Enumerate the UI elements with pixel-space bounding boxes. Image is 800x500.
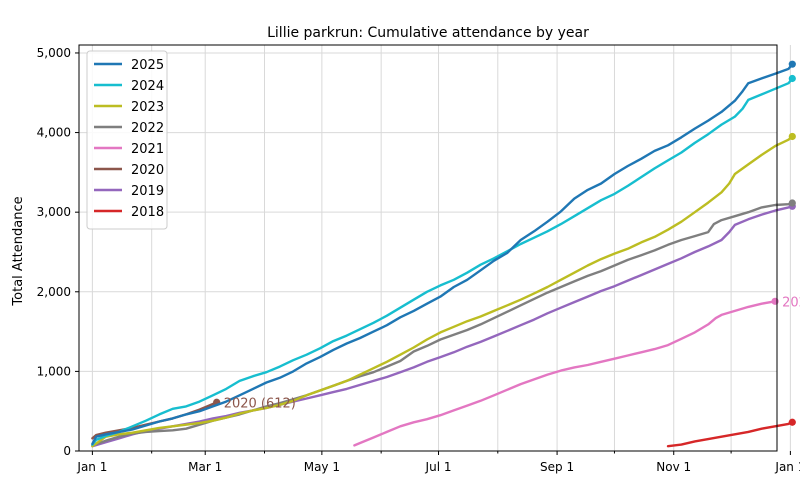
series-line-2023 bbox=[91, 135, 794, 448]
axes-layer bbox=[78, 44, 778, 452]
legend: 2025 2024 2023 2022 2021 2020 2019 2018 bbox=[86, 50, 168, 230]
x-tick-label: Jan 1 bbox=[76, 460, 107, 474]
y-tick-label: 2,000 bbox=[37, 285, 71, 299]
x-tick-label: Jan 1 bbox=[774, 460, 800, 474]
series-end-point-2021 bbox=[771, 297, 779, 305]
x-tick-label: Jul 1 bbox=[425, 460, 452, 474]
end-label-2020: 2020 (612) bbox=[224, 396, 296, 411]
series-end-point-2022 bbox=[788, 199, 796, 207]
series-end-point-2023 bbox=[788, 132, 796, 141]
x-tick-label: Sep 1 bbox=[540, 460, 574, 474]
legend-label-2025: 2025 bbox=[131, 58, 164, 73]
y-tick-label: 3,000 bbox=[37, 205, 71, 219]
y-tick-label: 0 bbox=[63, 444, 71, 458]
y-tick-label: 4,000 bbox=[37, 126, 71, 140]
series-layer bbox=[91, 60, 796, 448]
y-tick-label: 1,000 bbox=[37, 364, 71, 378]
legend-label-2022: 2022 bbox=[131, 121, 164, 136]
y-axis-label: Total Attendance bbox=[11, 196, 26, 306]
ticks-layer: Jan 1 Mar 1 May 1 Jul 1 Sep 1 Nov 1 Jan 1 0 1,00… bbox=[37, 46, 800, 474]
x-tick-label: Nov 1 bbox=[656, 460, 691, 474]
series-line-2018 bbox=[666, 421, 794, 448]
chart-title: Lillie parkrun: Cumulative attendance by… bbox=[267, 25, 589, 41]
series-end-point-2024 bbox=[788, 74, 796, 83]
end-label-2021: 2021 (1,880) bbox=[782, 295, 800, 310]
legend-label-2020: 2020 bbox=[131, 163, 164, 178]
series-end-point-2025 bbox=[788, 60, 796, 68]
legend-label-2021: 2021 bbox=[131, 142, 164, 157]
series-line-2021 bbox=[353, 300, 777, 447]
x-tick-label: May 1 bbox=[304, 460, 340, 474]
plot-frame bbox=[78, 44, 778, 452]
series-line-2024 bbox=[91, 77, 794, 446]
x-tick-label: Mar 1 bbox=[188, 460, 222, 474]
legend-label-2019: 2019 bbox=[131, 184, 164, 199]
series-line-2019 bbox=[91, 205, 794, 448]
series-line-2025 bbox=[91, 62, 794, 445]
legend-box bbox=[86, 50, 168, 230]
legend-label-2018: 2018 bbox=[131, 205, 164, 220]
y-tick-label: 5,000 bbox=[37, 46, 71, 60]
series-end-point-2018 bbox=[788, 418, 796, 426]
legend-label-2023: 2023 bbox=[131, 100, 164, 115]
legend-label-2024: 2024 bbox=[131, 79, 164, 94]
